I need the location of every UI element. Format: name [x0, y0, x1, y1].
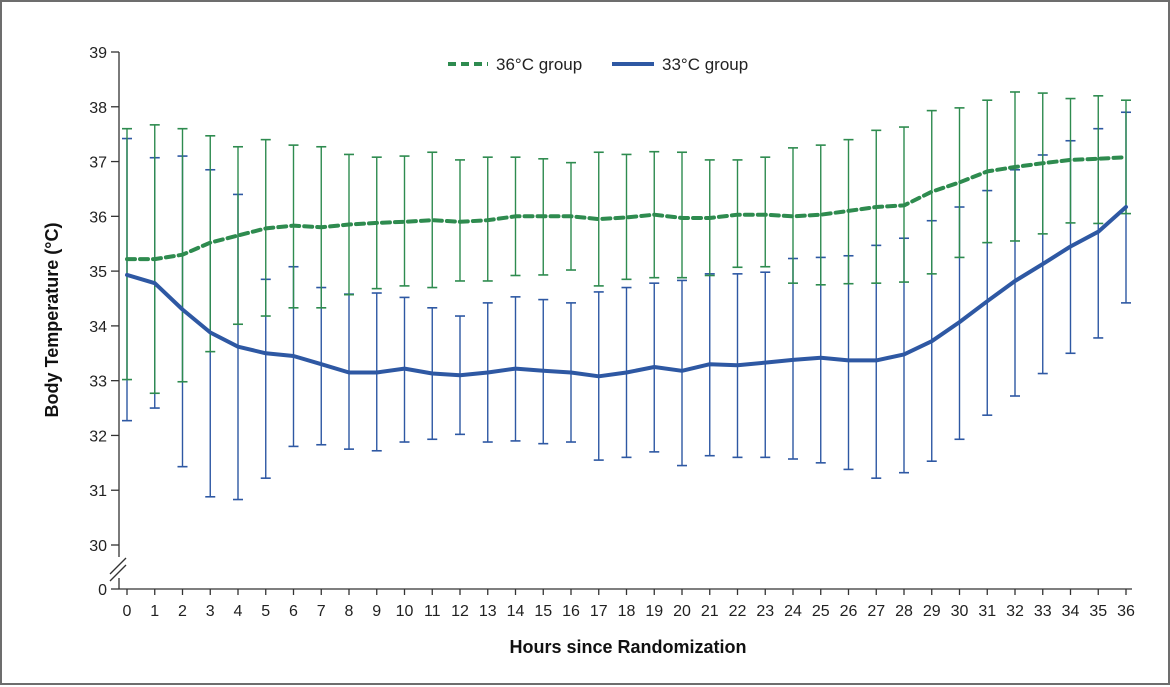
series-lines — [125, 155, 1128, 379]
x-tick-label: 0 — [123, 603, 132, 620]
x-tick-label: 16 — [562, 603, 580, 620]
x-tick-label: 29 — [923, 603, 941, 620]
x-tick-label: 33 — [1034, 603, 1052, 620]
y-tick-label: 31 — [89, 483, 107, 500]
y-axis-title: Body Temperature (°C) — [42, 223, 62, 418]
x-tick-label: 28 — [895, 603, 913, 620]
x-tick-label: 13 — [479, 603, 497, 620]
x-tick-label: 19 — [645, 603, 663, 620]
x-tick-label: 2 — [178, 603, 187, 620]
x-tick-label: 1 — [150, 603, 159, 620]
x-tick-label: 23 — [756, 603, 774, 620]
x-tick-label: 20 — [673, 603, 691, 620]
x-tick-label: 8 — [345, 603, 354, 620]
x-tick-label: 36 — [1117, 603, 1135, 620]
x-tick-label: 6 — [289, 603, 298, 620]
x-tick-label: 26 — [840, 603, 858, 620]
x-tick-label: 15 — [534, 603, 552, 620]
series-line-33c — [125, 205, 1128, 379]
axes — [109, 51, 1132, 595]
y-tick-label: 33 — [89, 374, 107, 391]
x-tick-label: 31 — [978, 603, 996, 620]
x-axis-title: Hours since Randomization — [509, 637, 746, 657]
y-axis-break-mark — [109, 564, 127, 582]
x-tick-label: 4 — [234, 603, 243, 620]
y-tick-label: 35 — [89, 264, 107, 281]
legend: 36°C group 33°C group — [448, 55, 748, 74]
y-tick-label: 39 — [89, 45, 107, 62]
x-tick-label: 32 — [1006, 603, 1024, 620]
y-tick-label: 38 — [89, 100, 107, 117]
y-tick-label: 30 — [89, 538, 107, 555]
x-tick-label: 35 — [1089, 603, 1107, 620]
x-tick-label: 9 — [372, 603, 381, 620]
y-tick-label: 36 — [89, 209, 107, 226]
x-tick-label: 3 — [206, 603, 215, 620]
x-tick-label: 30 — [951, 603, 969, 620]
y-axis-break-mark — [109, 557, 127, 575]
x-tick-label: 27 — [867, 603, 885, 620]
y-tick-label: 0 — [98, 582, 107, 599]
x-tick-label: 24 — [784, 603, 802, 620]
error-bars — [122, 91, 1131, 501]
x-tick-label: 14 — [507, 603, 525, 620]
x-tick-label: 22 — [729, 603, 747, 620]
legend-label-33c: 33°C group — [662, 55, 748, 74]
x-tick-label: 18 — [618, 603, 636, 620]
x-tick-label: 21 — [701, 603, 719, 620]
x-tick-label: 12 — [451, 603, 469, 620]
y-tick-label: 32 — [89, 428, 107, 445]
y-tick-label: 37 — [89, 155, 107, 172]
x-tick-label: 7 — [317, 603, 326, 620]
x-tick-label: 17 — [590, 603, 608, 620]
x-tick-label: 5 — [261, 603, 270, 620]
x-tick-label: 25 — [812, 603, 830, 620]
x-tick-label: 34 — [1062, 603, 1080, 620]
x-tick-label: 11 — [424, 603, 441, 620]
series-line-36c — [125, 155, 1128, 262]
x-tick-label: 10 — [396, 603, 414, 620]
y-tick-label: 34 — [89, 319, 107, 336]
legend-label-36c: 36°C group — [496, 55, 582, 74]
